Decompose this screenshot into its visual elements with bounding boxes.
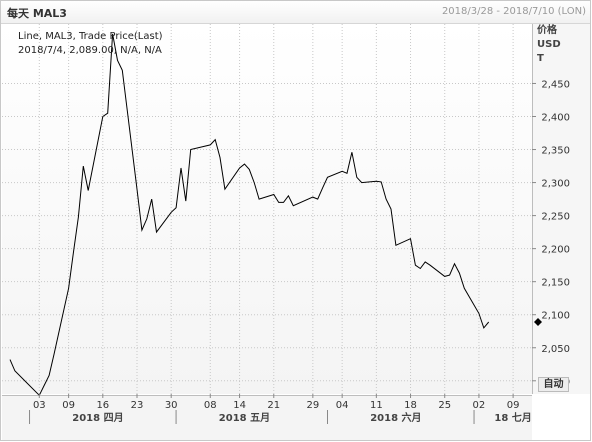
unit-label: T [537,53,544,64]
info-legend: Line, MAL3, Trade Price(Last) 2018/7/4, … [18,30,163,58]
date-range-label: 2018/3/28 - 2018/7/10 (LON) [441,6,586,17]
auto-scale-button[interactable]: 自动 [538,377,569,392]
info-last-value: 2018/7/4, 2,089.00, N/A, N/A [18,45,162,56]
plot-area[interactable] [2,24,533,394]
price-axis-panel [533,24,590,394]
price-label: 价格 [537,25,557,36]
title-bar: 每天 MAL3 2018/3/28 - 2018/7/10 (LON) [1,1,590,24]
time-axis-panel [2,395,532,440]
chart-title: 每天 MAL3 [7,7,67,20]
currency-label: USD [537,39,561,50]
price-axis-header: 价格 USD T [537,24,561,66]
info-series-description: Line, MAL3, Trade Price(Last) [18,31,163,42]
